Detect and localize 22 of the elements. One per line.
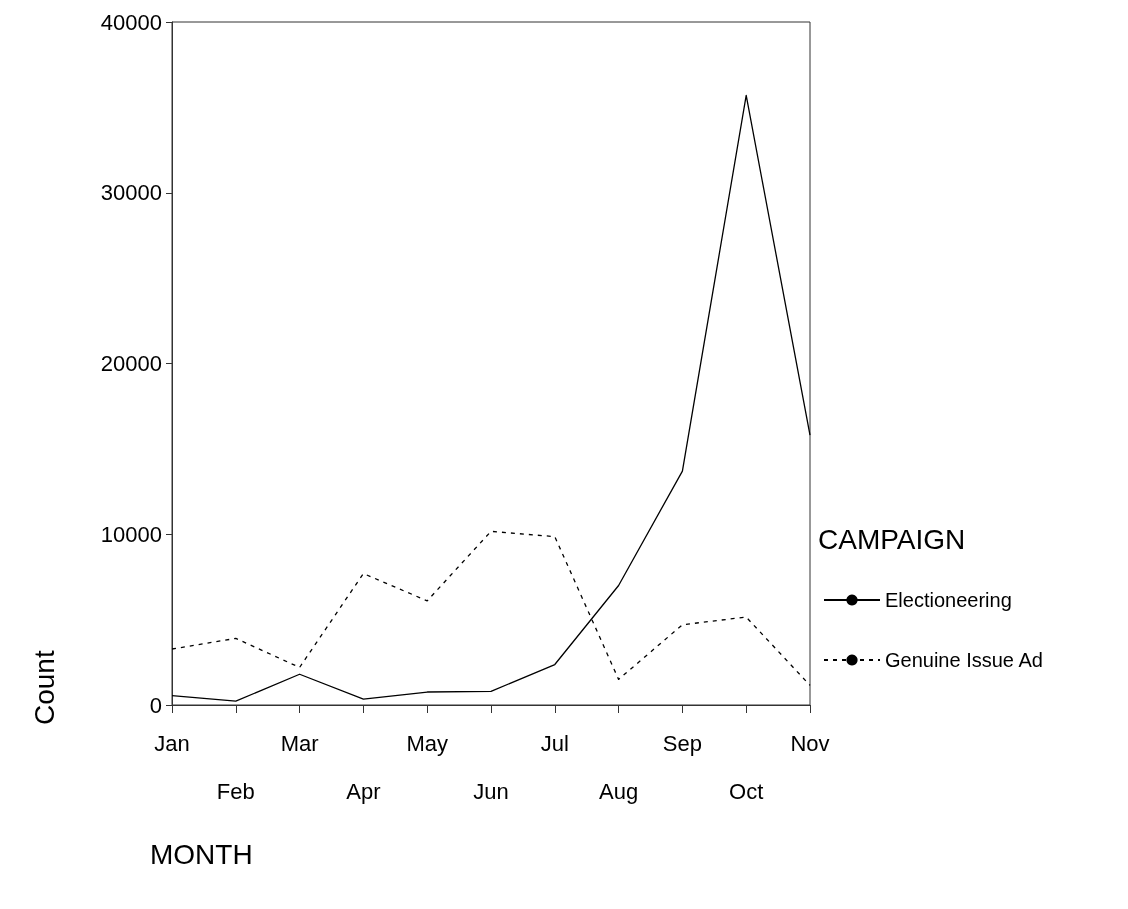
legend-title: CAMPAIGN (818, 523, 966, 555)
y-axis-title: Count (28, 650, 60, 725)
x-tick-label: Mar (280, 730, 319, 756)
x-tick-label: Feb (216, 778, 255, 804)
y-tick-label: 10000 (100, 521, 162, 547)
x-tick-label: Jun (473, 778, 509, 804)
y-tick-label: 20000 (100, 351, 162, 376)
x-tick-label: Apr (346, 778, 381, 804)
y-tick-label: 0 (149, 692, 162, 718)
x-tick-label: May (406, 730, 448, 756)
y-tick-label: 40000 (100, 9, 162, 35)
line-series (171, 94, 811, 702)
x-tick-label: Oct (729, 778, 764, 804)
x-tick-label: Aug (599, 778, 639, 804)
legend-label: Genuine Issue Ad (885, 649, 1043, 671)
x-tick-label: Nov (790, 730, 830, 756)
x-tick-label: Sep (662, 730, 702, 756)
y-tick-label: 30000 (100, 180, 162, 206)
legend-label: Electioneering (885, 589, 1012, 611)
x-tick-label: Jan (154, 730, 190, 756)
x-axis-title: MONTH (150, 838, 253, 870)
x-tick-label: Jul (540, 730, 569, 756)
